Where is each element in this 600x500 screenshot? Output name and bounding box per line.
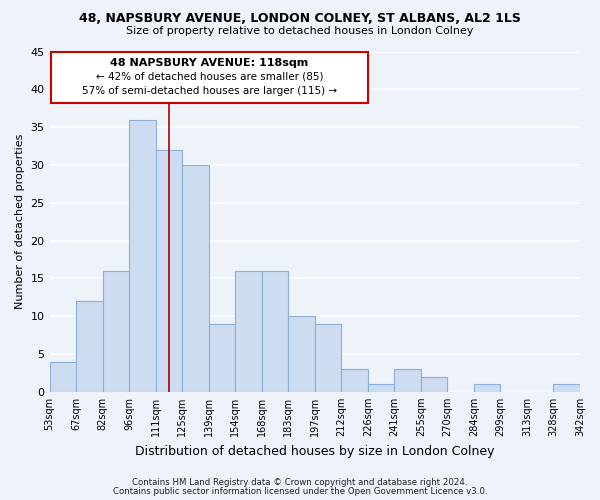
- Bar: [76, 301, 103, 392]
- Bar: [474, 384, 500, 392]
- Bar: [288, 316, 315, 392]
- Bar: [394, 369, 421, 392]
- Bar: [235, 271, 262, 392]
- Bar: [315, 324, 341, 392]
- Bar: [103, 271, 129, 392]
- Text: 48, NAPSBURY AVENUE, LONDON COLNEY, ST ALBANS, AL2 1LS: 48, NAPSBURY AVENUE, LONDON COLNEY, ST A…: [79, 12, 521, 26]
- Y-axis label: Number of detached properties: Number of detached properties: [15, 134, 25, 310]
- Bar: [182, 165, 209, 392]
- Bar: [262, 271, 288, 392]
- Bar: [553, 384, 580, 392]
- Text: Contains public sector information licensed under the Open Government Licence v3: Contains public sector information licen…: [113, 487, 487, 496]
- Text: Contains HM Land Registry data © Crown copyright and database right 2024.: Contains HM Land Registry data © Crown c…: [132, 478, 468, 487]
- Text: Size of property relative to detached houses in London Colney: Size of property relative to detached ho…: [126, 26, 474, 36]
- Bar: [368, 384, 394, 392]
- Bar: [50, 362, 76, 392]
- Bar: [341, 369, 368, 392]
- Bar: [129, 120, 155, 392]
- Text: 48 NAPSBURY AVENUE: 118sqm: 48 NAPSBURY AVENUE: 118sqm: [110, 58, 308, 68]
- FancyBboxPatch shape: [51, 52, 368, 103]
- Text: ← 42% of detached houses are smaller (85): ← 42% of detached houses are smaller (85…: [95, 71, 323, 81]
- Bar: [155, 150, 182, 392]
- Bar: [421, 376, 448, 392]
- Bar: [209, 324, 235, 392]
- Text: 57% of semi-detached houses are larger (115) →: 57% of semi-detached houses are larger (…: [82, 86, 337, 96]
- X-axis label: Distribution of detached houses by size in London Colney: Distribution of detached houses by size …: [135, 444, 494, 458]
